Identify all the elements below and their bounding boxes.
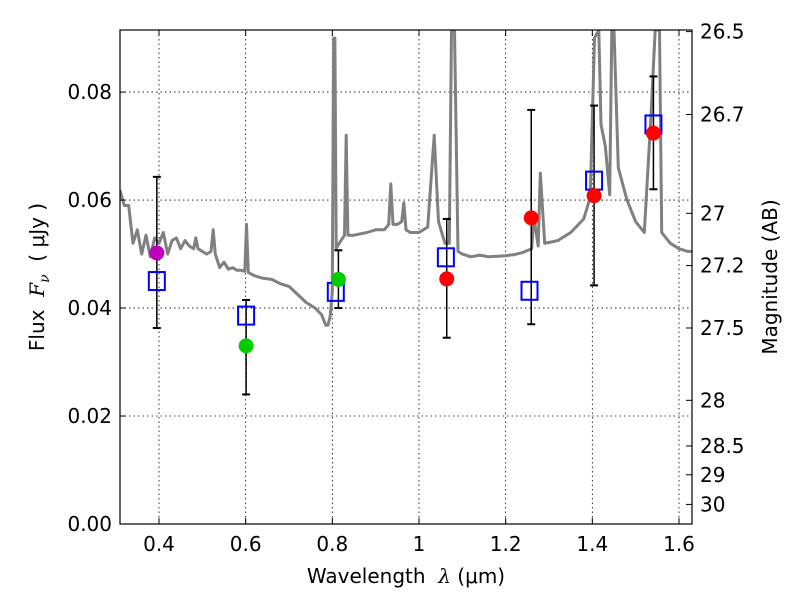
y-tick-label: 0.00 [67,512,112,536]
y-tick-label: 0.04 [67,296,112,320]
y-axis-ticks: 0.00 0.02 0.04 0.06 0.08 [67,80,126,536]
x-tick-label: 1.6 [663,532,695,556]
right-tick-label: 27.5 [700,316,745,340]
right-tick-label: 26.5 [700,20,745,44]
right-axis-label: Magnitude (AB) [758,199,782,354]
right-axis-ticks: 26.5 26.7 27 27.2 27.5 28 28.5 29 30 [686,20,745,516]
y-tick-label: 0.02 [67,404,112,428]
observed-points [149,125,661,354]
right-tick-label: 28 [700,388,725,412]
right-tick-label: 30 [700,492,725,516]
model-point-4 [520,280,539,301]
x-tick-label: 0.4 [143,532,175,556]
x-axis-ticks: 0.4 0.6 0.8 1 1.2 1.4 1.6 [143,30,695,556]
right-tick-label: 27 [700,201,725,225]
right-tick-label: 28.5 [700,434,745,458]
x-tick-label: 1.2 [490,532,522,556]
x-tick-label: 0.6 [230,532,262,556]
sed-spectrum-line [120,30,692,327]
error-bars [152,75,658,396]
right-tick-label: 26.7 [700,102,745,126]
observed-point-2 [330,271,346,287]
x-tick-label: 1 [413,532,426,556]
observed-point-5 [586,188,602,204]
right-tick-label: 29 [700,463,725,487]
model-points [147,114,663,326]
model-point-0 [147,271,166,292]
observed-point-1 [238,338,254,354]
model-point-3 [436,247,455,268]
x-axis-label: Wavelength λ (μm) [307,564,505,588]
y-tick-label: 0.06 [67,188,112,212]
y-tick-label: 0.08 [67,80,112,104]
x-tick-label: 1.4 [576,532,608,556]
sed-spectrum-layer [120,30,692,327]
right-tick-label: 27.2 [700,254,745,278]
grid-lines [120,30,692,525]
observed-point-4 [523,210,539,226]
observed-point-3 [439,271,455,287]
x-tick-label: 0.8 [316,532,348,556]
observed-point-0 [149,245,165,261]
observed-point-6 [645,125,661,141]
plot-frame [119,29,693,525]
y-axis-label: Flux Fν ( μJy ) [25,203,53,351]
model-point-1 [237,305,256,326]
